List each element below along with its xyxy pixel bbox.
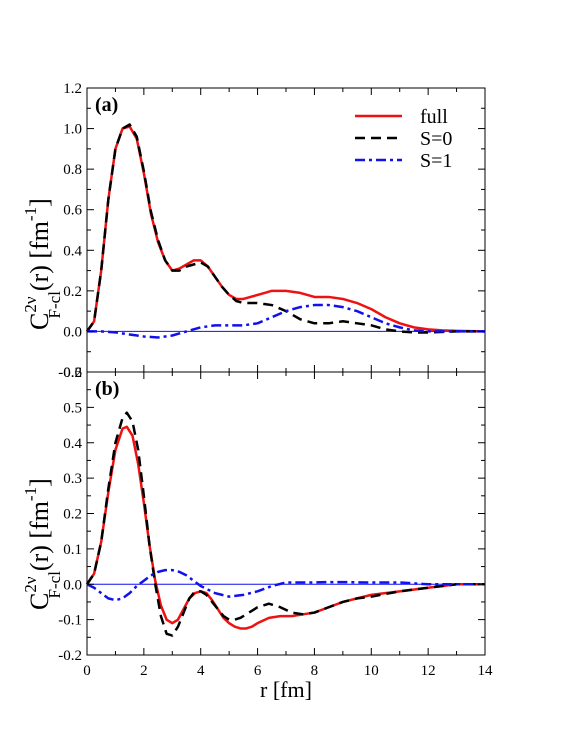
legend: full S=0 S=1 (355, 106, 452, 172)
panel-b-ytick-label: 0.2 (63, 507, 82, 523)
panel-a-ylabel-sub: F-cl (45, 291, 64, 319)
panel-b-ytick-label: 0.3 (63, 471, 82, 487)
panel-a: -0.2 0.0 0.2 0.4 0.6 0.8 1.0 1.2 (a) full S=0 S… (21, 81, 486, 381)
panel-b-ylabel: C2ν F-cl(r) [fm-1] (21, 478, 64, 610)
panel-b-ytick-label: 0.5 (63, 400, 82, 416)
panel-a-ylabel-unit-sup: -1 (21, 207, 40, 221)
panel-b-ylabel-unit-sup: -1 (21, 487, 40, 501)
panel-b-series-s-0 (85, 411, 485, 637)
panel-b-ytick-label: 0.6 (63, 365, 82, 381)
panel-b-ytick-label: -0.2 (58, 648, 82, 664)
panel-b-series-s-1 (86, 568, 485, 602)
panel-b-ylabel-sup: 2ν (21, 576, 40, 593)
x-tick-label: 12 (421, 663, 436, 679)
panel-a-ylabel-rest: (r) [fm (25, 221, 54, 291)
panel-a-ytick-label: -0.2 (58, 365, 82, 381)
x-tick-label: 0 (83, 663, 91, 679)
panel-a-ytick-label: 0.4 (63, 243, 82, 259)
panel-b-ytick-label: 0.1 (63, 542, 82, 558)
legend-full-label: full (420, 106, 448, 128)
x-axis-title: r [fm] (260, 677, 312, 702)
panel-a-ytick-label: 0.0 (63, 324, 82, 340)
panel-a-ylabel-close: ] (25, 198, 54, 207)
panel-a-ylabel-sup: 2ν (21, 296, 40, 313)
panel-b: -0.2 -0.1 0.0 0.1 0.2 0.3 0.4 0.5 0.6 0 2 4 6 8 10 12 14… (21, 365, 493, 702)
panel-a-ylabel: C2ν F-cl(r) [fm-1] (21, 198, 64, 330)
panel-b-ylabel-main: C (25, 593, 54, 610)
panel-b-ylabel-rest: (r) [fm (25, 501, 54, 571)
panel-b-ytick-label: 0.0 (63, 577, 82, 593)
panel-a-ytick-label: 0.6 (63, 203, 82, 219)
panel-a-ytick-label: 1.0 (63, 122, 82, 138)
panel-b-ytick-label: 0.4 (63, 436, 82, 452)
panel-a-label: (a) (95, 94, 118, 116)
panel-a-series-s-1 (87, 303, 485, 339)
x-tick-label: 10 (364, 663, 379, 679)
panel-a-ytick-label: 0.8 (63, 162, 82, 178)
panel-b-label: (b) (95, 378, 119, 400)
x-tick-label: 14 (478, 663, 494, 679)
panel-b-ylabel-close: ] (25, 478, 54, 487)
x-tick-label: 6 (254, 663, 262, 679)
x-tick-label: 8 (311, 663, 319, 679)
panel-a-ylabel-main: C (25, 313, 54, 330)
x-tick-label: 2 (140, 663, 148, 679)
legend-s0-label: S=0 (420, 128, 452, 150)
panel-b-ytick-label: -0.1 (58, 613, 82, 629)
legend-s1-label: S=1 (420, 150, 452, 172)
panel-b-ylabel-sub: F-cl (45, 571, 64, 599)
panel-a-ytick-label: 1.2 (63, 81, 82, 97)
panel-a-ytick-label: 0.2 (63, 284, 82, 300)
x-tick-label: 4 (197, 663, 205, 679)
